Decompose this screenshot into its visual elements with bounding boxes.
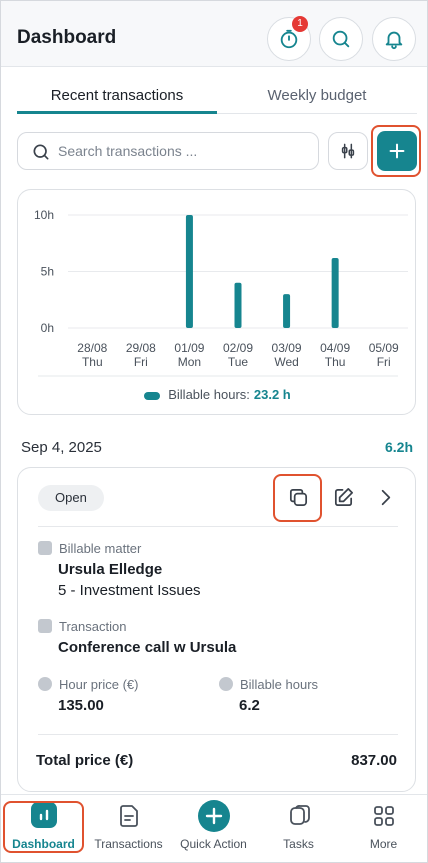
nav-tasks[interactable]: Tasks [256, 795, 341, 863]
chart-legend: Billable hours: 23.2 h [18, 387, 417, 402]
hours-chart-card: 10h 5h 0h 28/08 Thu 29/08 Fri 01/09 Mon 02/09 Tue 0… [17, 189, 416, 415]
y-tick-label: 5h [41, 265, 54, 279]
hour-price-label: Hour price (€) [38, 677, 138, 692]
matter-name: 5 - Investment Issues [58, 582, 201, 599]
open-details-button[interactable] [371, 483, 399, 511]
hour-price-value: 135.00 [58, 697, 104, 714]
x-tick-weekday: Fri [134, 355, 148, 369]
chart-icon [31, 802, 57, 828]
nav-label: More [369, 837, 398, 851]
day-date: Sep 4, 2025 [21, 439, 102, 456]
card-divider [38, 526, 398, 527]
duplicate-button[interactable] [284, 483, 312, 511]
transaction-description: Conference call w Ursula [58, 639, 237, 656]
billable-hours-value: 6.2 [239, 697, 260, 714]
bottom-navigation: Dashboard Transactions Quick Action Task… [1, 794, 427, 862]
app-header: Dashboard 1 [1, 1, 427, 67]
chevron-right-icon [381, 489, 390, 505]
plus-icon [389, 143, 405, 159]
dollar-icon [38, 677, 52, 691]
tasks-icon [290, 805, 310, 825]
edit-icon [334, 487, 353, 506]
y-tick-label: 0h [41, 321, 54, 335]
tab-recent-transactions[interactable]: Recent transactions [17, 81, 217, 114]
bell-icon [385, 31, 403, 50]
notifications-button[interactable] [372, 17, 416, 61]
edit-button[interactable] [329, 483, 357, 511]
search-icon [33, 144, 49, 160]
matter-label: Billable matter [38, 541, 141, 556]
x-tick-weekday: Wed [274, 355, 298, 369]
nav-label: Tasks [283, 837, 314, 851]
search-button[interactable] [319, 17, 363, 61]
x-tick-label: 03/09 [272, 341, 302, 355]
day-total-hours: 6.2h [384, 439, 413, 455]
legend-label: Billable hours: [168, 387, 250, 402]
tab-bar: Recent transactions Weekly budget [17, 81, 417, 114]
nav-label: Transactions [94, 837, 163, 851]
x-tick-weekday: Thu [82, 355, 103, 369]
clock-icon [219, 677, 233, 691]
x-tick-label: 02/09 [223, 341, 253, 355]
total-price-value: 837.00 [351, 752, 397, 769]
status-badge: Open [38, 485, 104, 511]
search-input[interactable] [58, 141, 308, 161]
x-tick-weekday: Tue [228, 355, 249, 369]
filter-button[interactable] [328, 132, 368, 170]
day-header: Sep 4, 2025 6.2h [21, 439, 413, 459]
tab-weekly-budget[interactable]: Weekly budget [267, 87, 367, 104]
nav-transactions[interactable]: Transactions [86, 795, 171, 863]
nav-label: Dashboard [12, 837, 75, 851]
nav-quick-action[interactable]: Quick Action [171, 795, 256, 863]
billable-hours-label: Billable hours [219, 677, 318, 692]
chart-bar [331, 257, 339, 328]
add-transaction-button[interactable] [377, 131, 417, 171]
document-icon [120, 805, 138, 827]
x-tick-label: 01/09 [174, 341, 204, 355]
nav-dashboard[interactable]: Dashboard [1, 795, 86, 863]
x-tick-label: 29/08 [126, 341, 156, 355]
grid-icon [374, 806, 394, 826]
document-icon [38, 619, 52, 633]
card-divider [38, 734, 398, 735]
search-box [17, 132, 319, 170]
timer-button[interactable]: 1 [267, 16, 311, 61]
sliders-icon [341, 143, 355, 159]
x-tick-label: 05/09 [369, 341, 399, 355]
plus-icon [198, 800, 230, 832]
x-tick-label: 28/08 [77, 341, 107, 355]
chart-bar [283, 294, 291, 328]
hours-bar-chart: 10h5h0h28/08Thu29/08Fri01/09Mon02/09Tue0… [34, 208, 408, 377]
y-tick-label: 10h [34, 208, 54, 222]
legend-total: 23.2 h [253, 387, 291, 402]
page-title: Dashboard [17, 27, 117, 48]
chart-bar [185, 215, 193, 328]
nav-label: Quick Action [180, 837, 247, 851]
stopwatch-icon [280, 29, 298, 49]
timer-badge: 1 [292, 16, 308, 32]
nav-more[interactable]: More [341, 795, 426, 863]
legend-swatch [144, 391, 161, 400]
total-price-label: Total price (€) [36, 752, 134, 769]
x-tick-weekday: Thu [325, 355, 346, 369]
search-icon [332, 30, 350, 48]
client-name: Ursula Elledge [58, 561, 163, 578]
x-tick-weekday: Fri [377, 355, 391, 369]
x-tick-weekday: Mon [178, 355, 201, 369]
transaction-label: Transaction [38, 619, 126, 634]
chart-bar [234, 282, 242, 328]
transaction-card[interactable]: Open Billable matter Ursula Elledge 5 - … [17, 467, 416, 792]
x-tick-label: 04/09 [320, 341, 350, 355]
briefcase-icon [38, 541, 52, 555]
copy-icon [289, 488, 307, 506]
